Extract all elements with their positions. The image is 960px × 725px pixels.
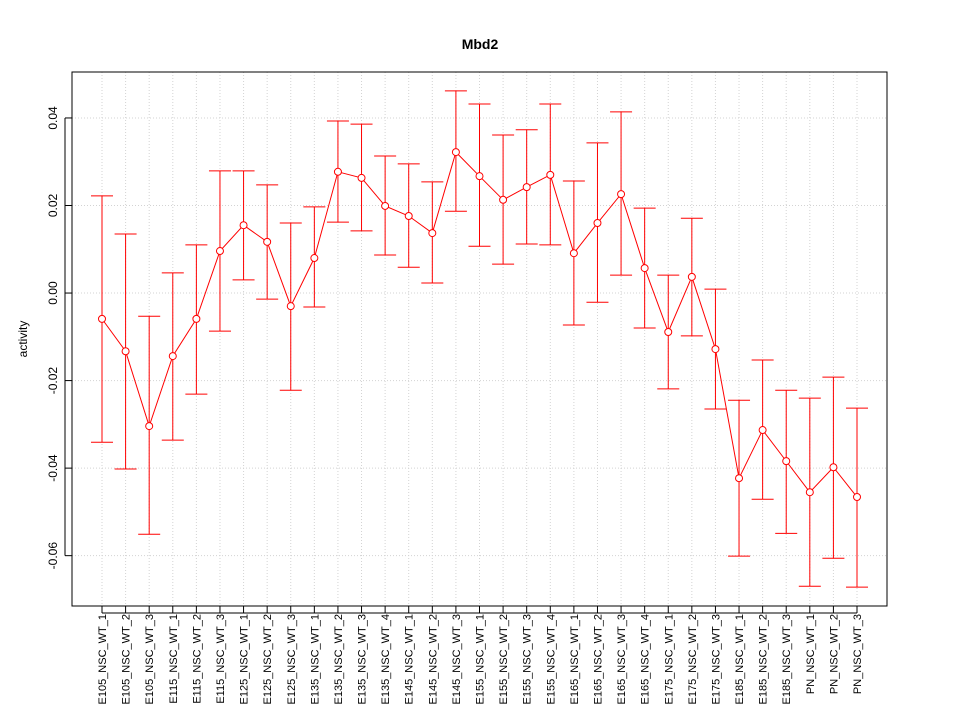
x-tick-label: E175_NSC_WT_3 bbox=[710, 614, 722, 705]
data-point bbox=[475, 172, 484, 181]
data-point bbox=[664, 327, 673, 336]
x-tick-label: E135_NSC_WT_3 bbox=[357, 614, 369, 705]
x-tick-label: E155_NSC_WT_2 bbox=[498, 614, 510, 705]
data-point bbox=[263, 237, 272, 246]
data-point bbox=[640, 264, 649, 273]
data-point bbox=[782, 457, 791, 466]
x-tick-label: E185_NSC_WT_3 bbox=[781, 614, 793, 705]
x-tick-label: E155_NSC_WT_3 bbox=[522, 614, 534, 705]
x-tick-label: E105_NSC_WT_1 bbox=[97, 614, 109, 705]
data-point bbox=[98, 314, 106, 323]
data-point bbox=[711, 345, 720, 354]
x-tick-label: E135_NSC_WT_4 bbox=[380, 614, 392, 705]
x-axis: E105_NSC_WT_1 E105_NSC_WT_2 E105_NSC_WT_3 E… bbox=[97, 606, 864, 705]
y-tick-label: 0.00 bbox=[46, 281, 60, 305]
x-tick-label: PN_NSC_WT_3 bbox=[852, 614, 864, 694]
y-axis-label: activity bbox=[16, 321, 30, 358]
data-point bbox=[357, 173, 366, 182]
data-point bbox=[239, 221, 248, 230]
x-tick-label: E165_NSC_WT_3 bbox=[616, 614, 628, 705]
data-point bbox=[451, 148, 460, 157]
x-tick-label: PN_NSC_WT_1 bbox=[805, 614, 817, 694]
data-point bbox=[593, 219, 602, 228]
plot-frame bbox=[71, 71, 888, 607]
data-point bbox=[735, 474, 744, 483]
x-tick-label: E145_NSC_WT_2 bbox=[427, 614, 439, 705]
x-tick-label: E155_NSC_WT_4 bbox=[545, 614, 557, 705]
x-tick-label: E125_NSC_WT_2 bbox=[262, 614, 274, 705]
x-tick-label: E145_NSC_WT_3 bbox=[451, 614, 463, 705]
x-tick-label: E175_NSC_WT_1 bbox=[663, 614, 675, 705]
data-point bbox=[381, 201, 390, 210]
y-tick-label: -0.06 bbox=[46, 542, 60, 570]
data-marks bbox=[91, 90, 868, 588]
data-point bbox=[168, 352, 177, 361]
x-tick-label: E105_NSC_WT_3 bbox=[144, 614, 156, 705]
x-tick-label: E165_NSC_WT_4 bbox=[640, 614, 652, 705]
x-tick-label: E175_NSC_WT_2 bbox=[687, 614, 699, 705]
data-point bbox=[546, 170, 555, 179]
data-point bbox=[805, 488, 814, 497]
y-tick-label: -0.02 bbox=[46, 367, 60, 395]
x-tick-label: E165_NSC_WT_2 bbox=[592, 614, 604, 705]
data-point bbox=[404, 212, 413, 221]
data-point bbox=[333, 167, 342, 176]
data-point bbox=[758, 426, 767, 435]
data-point bbox=[310, 254, 319, 263]
data-point bbox=[192, 314, 201, 323]
data-point bbox=[853, 493, 861, 502]
x-tick-label: E115_NSC_WT_1 bbox=[168, 614, 180, 704]
data-point bbox=[569, 249, 578, 258]
data-point bbox=[522, 183, 531, 192]
x-tick-label: E125_NSC_WT_3 bbox=[286, 614, 298, 705]
chart-title: Mbd2 bbox=[462, 36, 499, 52]
x-tick-label: E105_NSC_WT_2 bbox=[121, 614, 133, 705]
x-tick-label: E145_NSC_WT_1 bbox=[404, 614, 416, 705]
data-point bbox=[145, 422, 154, 431]
x-tick-label: E165_NSC_WT_1 bbox=[569, 614, 581, 705]
x-tick-label: PN_NSC_WT_2 bbox=[828, 614, 840, 694]
x-tick-label: E155_NSC_WT_1 bbox=[475, 614, 487, 705]
x-tick-label: E125_NSC_WT_1 bbox=[239, 614, 251, 705]
x-tick-label: E135_NSC_WT_2 bbox=[333, 614, 345, 705]
x-tick-label: E135_NSC_WT_1 bbox=[309, 614, 321, 705]
data-point bbox=[687, 272, 696, 281]
x-tick-label: E115_NSC_WT_3 bbox=[215, 614, 227, 704]
data-point bbox=[215, 247, 224, 256]
y-tick-label: 0.02 bbox=[46, 193, 60, 217]
data-point bbox=[286, 302, 295, 311]
data-point bbox=[829, 463, 838, 472]
x-tick-label: E115_NSC_WT_2 bbox=[191, 614, 203, 704]
data-point bbox=[499, 195, 508, 204]
data-point bbox=[617, 190, 626, 199]
y-axis: -0.06 -0.04 -0.02 0.00 0.02 0.04 bbox=[46, 106, 72, 569]
x-tick-label: E185_NSC_WT_1 bbox=[734, 614, 746, 705]
x-tick-label: E185_NSC_WT_2 bbox=[758, 614, 770, 705]
data-point bbox=[428, 229, 437, 238]
y-tick-label: -0.04 bbox=[46, 454, 60, 482]
y-tick-label: 0.04 bbox=[46, 106, 60, 130]
data-point bbox=[121, 347, 130, 356]
